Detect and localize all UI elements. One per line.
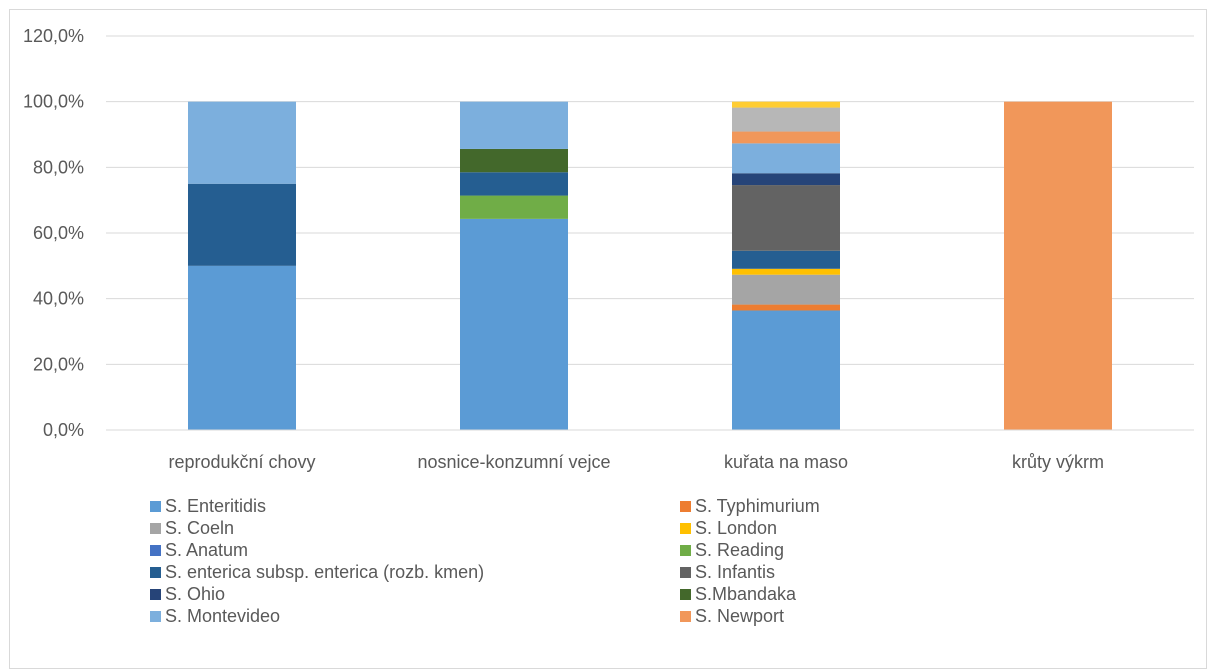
legend-label: S. Newport — [695, 606, 784, 626]
x-axis-categories: reprodukční chovy nosnice-konzumní vejce k… — [168, 452, 1104, 472]
legend-label: S.Mbandaka — [695, 584, 797, 604]
bar-segment — [188, 101, 296, 184]
y-tick-label: 80,0% — [33, 157, 84, 177]
legend-label: S. London — [695, 518, 777, 538]
legend-swatch — [680, 611, 691, 622]
legend-swatch — [680, 589, 691, 600]
bar-stack — [1004, 101, 1112, 431]
legend-swatch — [150, 611, 161, 622]
legend: S. Enteritidis S. Typhimurium S. Coeln S. L… — [150, 496, 820, 626]
y-tick-label: 0,0% — [43, 420, 84, 440]
legend-swatch — [680, 567, 691, 578]
bar-segment — [732, 107, 840, 132]
bar-segment — [732, 268, 840, 275]
legend-swatch — [150, 545, 161, 556]
y-tick-label: 100,0% — [23, 92, 84, 112]
y-tick-label: 20,0% — [33, 354, 84, 374]
legend-label: S. Coeln — [165, 518, 234, 538]
x-category-label: nosnice-konzumní vejce — [417, 452, 610, 472]
bar-segment — [732, 274, 840, 305]
bar-segment — [732, 131, 840, 144]
bar-segment — [460, 148, 568, 173]
legend-label: S. Ohio — [165, 584, 225, 604]
bar-stack — [460, 101, 568, 430]
x-category-label: kuřata na maso — [724, 452, 848, 472]
legend-label: S. Reading — [695, 540, 784, 560]
bar-segment — [732, 173, 840, 186]
bars — [188, 101, 1112, 431]
legend-item: S.Mbandaka — [680, 584, 797, 604]
legend-swatch — [150, 589, 161, 600]
legend-label: S. Enteritidis — [165, 496, 266, 516]
y-tick-label: 60,0% — [33, 223, 84, 243]
legend-label: S. enterica subsp. enterica (rozb. kmen) — [165, 562, 484, 582]
bar-segment — [732, 185, 840, 251]
legend-item: S. London — [680, 518, 777, 538]
bar-segment — [732, 143, 840, 174]
legend-item: S. Newport — [680, 606, 784, 626]
legend-item: S. Coeln — [150, 518, 234, 538]
legend-swatch — [150, 523, 161, 534]
legend-label: S. Infantis — [695, 562, 775, 582]
legend-item: S. Typhimurium — [680, 496, 820, 516]
y-axis-ticks: 0,0% 20,0% 40,0% 60,0% 80,0% 100,0% 120,0% — [23, 26, 84, 440]
bar-stack — [732, 101, 840, 430]
bar-segment — [460, 218, 568, 430]
legend-swatch — [150, 567, 161, 578]
bar-segment — [732, 304, 840, 311]
bar-stack — [188, 101, 296, 430]
bar-segment — [1004, 101, 1112, 431]
legend-item: S. Montevideo — [150, 606, 280, 626]
legend-item: S. Anatum — [150, 540, 248, 560]
bar-segment — [460, 101, 568, 149]
stacked-bar-chart: 0,0% 20,0% 40,0% 60,0% 80,0% 100,0% 120,0% rep… — [23, 26, 1194, 626]
legend-label: S. Montevideo — [165, 606, 280, 626]
x-category-label: krůty výkrm — [1012, 452, 1104, 472]
bar-segment — [460, 195, 568, 219]
bar-segment — [460, 172, 568, 196]
legend-item: S. Enteritidis — [150, 496, 266, 516]
y-tick-label: 120,0% — [23, 26, 84, 46]
legend-swatch — [680, 523, 691, 534]
legend-item: S. Reading — [680, 540, 784, 560]
legend-item: S. Ohio — [150, 584, 225, 604]
bar-segment — [732, 101, 840, 108]
y-tick-label: 40,0% — [33, 289, 84, 309]
legend-item: S. enterica subsp. enterica (rozb. kmen) — [150, 562, 484, 582]
x-category-label: reprodukční chovy — [168, 452, 315, 472]
legend-swatch — [680, 501, 691, 512]
legend-swatch — [150, 501, 161, 512]
legend-swatch — [680, 545, 691, 556]
bar-segment — [732, 250, 840, 269]
bar-segment — [188, 183, 296, 266]
legend-label: S. Anatum — [165, 540, 248, 560]
bar-segment — [188, 265, 296, 430]
legend-label: S. Typhimurium — [695, 496, 820, 516]
bar-segment — [732, 310, 840, 430]
legend-item: S. Infantis — [680, 562, 775, 582]
